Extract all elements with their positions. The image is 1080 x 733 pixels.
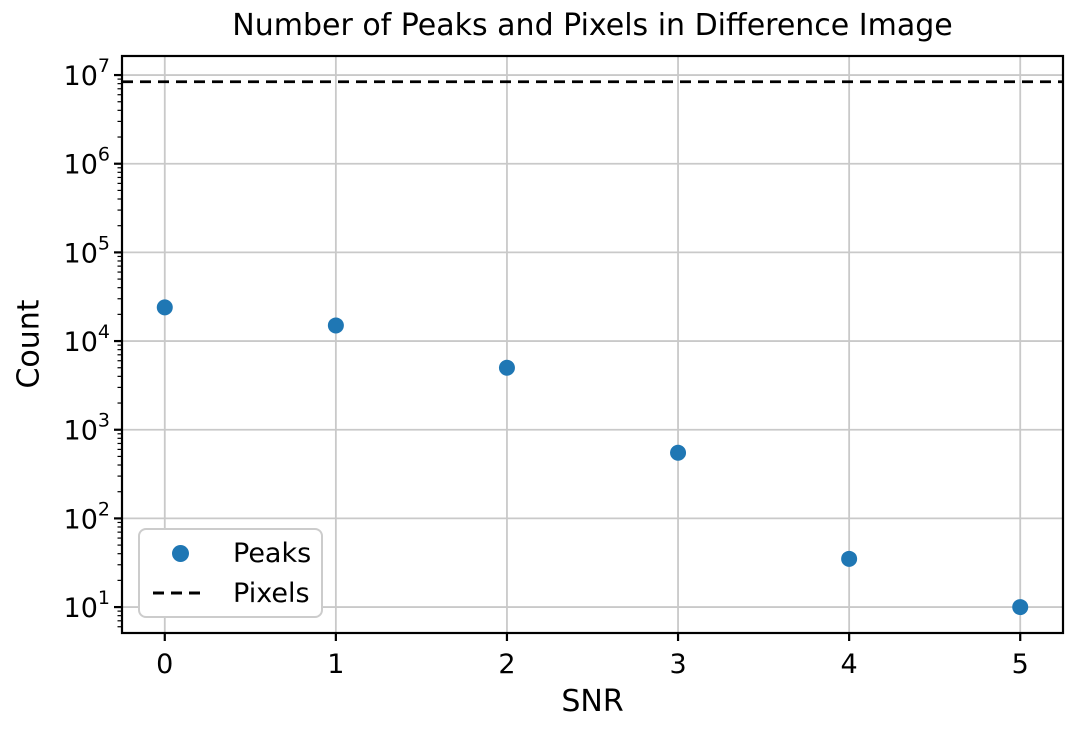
chart-title: Number of Peaks and Pixels in Difference…: [232, 8, 953, 43]
x-tick-label: 3: [669, 649, 686, 680]
data-point-peaks: [327, 317, 344, 334]
y-tick-label: 102: [64, 498, 110, 535]
data-point-peaks: [670, 444, 687, 461]
data-point-peaks: [841, 550, 858, 567]
x-tick-label: 4: [841, 649, 858, 680]
x-tick-label: 5: [1012, 649, 1029, 680]
data-point-peaks: [1012, 599, 1029, 616]
legend: Peaks Pixels: [138, 528, 323, 618]
y-tick-label: 104: [64, 321, 110, 358]
plot-border: [120, 54, 1065, 635]
data-point-peaks: [498, 359, 515, 376]
legend-marker-box: [152, 590, 208, 596]
y-tick-label: 107: [64, 55, 110, 92]
legend-label-pixels: Pixels: [233, 577, 310, 609]
data-point-peaks: [156, 299, 173, 316]
legend-item-pixels: Pixels: [140, 577, 321, 609]
x-tick-label: 0: [156, 649, 173, 680]
pixels-dashed-line-icon: [153, 591, 207, 595]
y-tick-label: 103: [64, 410, 110, 447]
x-axis-label: SNR: [561, 684, 624, 719]
legend-item-peaks: Peaks: [140, 537, 321, 569]
y-tick-label: 105: [64, 232, 110, 269]
legend-label-peaks: Peaks: [233, 537, 312, 569]
y-tick-label: 101: [64, 587, 110, 624]
peaks-marker-icon: [171, 544, 189, 562]
legend-marker-box: [152, 544, 208, 562]
x-tick-label: 2: [498, 649, 515, 680]
x-tick-label: 1: [327, 649, 344, 680]
y-tick-label: 106: [64, 144, 110, 181]
y-axis-label: Count: [11, 299, 47, 389]
